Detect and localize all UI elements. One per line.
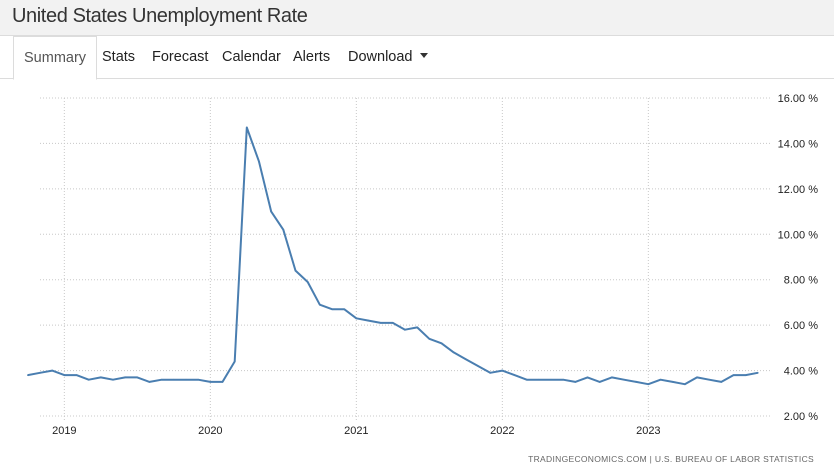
data-point	[306, 281, 309, 283]
data-point	[75, 374, 78, 376]
data-point	[63, 374, 66, 376]
data-point	[185, 378, 187, 381]
y-tick-label: 2.00 %	[784, 411, 818, 423]
tab-download[interactable]: Download	[348, 36, 428, 79]
data-point	[489, 372, 491, 374]
source-attribution: TRADINGECONOMICS.COM | U.S. BUREAU OF LA…	[528, 454, 814, 464]
caret-down-icon	[419, 53, 428, 58]
y-tick-label: 8.00 %	[784, 275, 818, 287]
data-point	[525, 378, 528, 381]
series-line	[27, 126, 758, 386]
tab-alerts[interactable]: Alerts	[293, 36, 330, 79]
data-point	[684, 383, 686, 386]
data-point	[27, 374, 29, 376]
data-point	[538, 378, 540, 381]
tab-summary[interactable]: Summary	[13, 36, 98, 80]
data-point	[319, 303, 321, 306]
data-point	[428, 337, 431, 340]
data-point	[416, 326, 418, 329]
data-point	[550, 378, 552, 381]
y-tick-label: 16.00 %	[778, 93, 819, 105]
tab-summary-label: Summary	[24, 50, 87, 66]
data-point	[477, 365, 479, 367]
data-point	[367, 319, 370, 322]
page-header: United States Unemployment Rate	[0, 0, 834, 36]
data-point	[343, 308, 345, 311]
data-point	[562, 378, 564, 381]
tab-download-label: Download	[348, 49, 413, 65]
data-point	[501, 369, 504, 372]
data-point	[39, 372, 41, 374]
data-point	[246, 126, 248, 129]
data-point	[87, 378, 90, 381]
data-point	[574, 381, 577, 383]
data-point	[379, 322, 382, 324]
data-point	[659, 378, 662, 381]
data-point	[465, 358, 467, 361]
data-point	[294, 269, 297, 272]
x-tick-label: 2022	[490, 425, 514, 437]
data-point	[51, 369, 53, 372]
data-point	[100, 376, 102, 379]
data-point	[598, 381, 601, 383]
data-point	[708, 378, 710, 381]
data-point	[136, 376, 139, 379]
data-point	[611, 376, 613, 379]
data-point	[282, 228, 285, 231]
y-tick-label: 4.00 %	[784, 366, 818, 378]
data-point	[744, 374, 747, 376]
data-point	[148, 381, 151, 383]
x-tick-label: 2023	[636, 425, 660, 437]
data-point	[513, 374, 516, 376]
y-tick-label: 6.00 %	[784, 320, 818, 332]
data-point	[696, 376, 698, 379]
data-point	[197, 378, 199, 381]
data-point	[209, 381, 212, 383]
data-point	[452, 351, 455, 354]
tab-alerts-label: Alerts	[293, 49, 331, 65]
tab-bar: Summary Stats Forecast Calendar Alerts D…	[0, 36, 834, 80]
data-point	[124, 376, 126, 379]
x-tick-label: 2020	[198, 425, 222, 437]
data-point	[355, 317, 358, 320]
data-point	[440, 342, 443, 345]
x-tick-label: 2021	[344, 425, 368, 437]
data-point	[331, 308, 333, 311]
data-point	[173, 378, 175, 381]
tab-stats[interactable]: Stats	[102, 36, 135, 79]
data-point	[221, 381, 224, 383]
data-point	[233, 360, 236, 363]
data-point	[392, 322, 394, 324]
data-point	[635, 381, 637, 383]
data-point	[671, 381, 674, 383]
data-point	[757, 372, 759, 374]
data-point	[586, 376, 589, 379]
chart-area: 2.00 % 4.00 % 6.00 % 8.00 % 10.00 % 12.00 % 14…	[0, 80, 834, 473]
tab-forecast-label: Forecast	[152, 49, 209, 65]
data-point	[623, 378, 625, 381]
y-tick-label: 14.00 %	[778, 138, 819, 150]
data-point	[720, 381, 723, 383]
tab-forecast[interactable]: Forecast	[152, 36, 208, 79]
tab-calendar-label: Calendar	[222, 49, 281, 65]
data-point	[647, 383, 650, 386]
data-point	[112, 378, 114, 381]
x-tick-label: 2019	[52, 425, 76, 437]
y-tick-label: 10.00 %	[778, 229, 819, 241]
tab-stats-label: Stats	[102, 49, 136, 65]
data-point	[160, 378, 163, 381]
data-point	[732, 374, 735, 376]
data-point	[404, 328, 406, 331]
page-title: United States Unemployment Rate	[12, 5, 308, 27]
tab-calendar[interactable]: Calendar	[222, 36, 281, 79]
y-tick-label: 12.00 %	[778, 184, 819, 196]
data-point	[270, 210, 272, 213]
data-point	[258, 160, 260, 163]
line-chart[interactable]: 2.00 % 4.00 % 6.00 % 8.00 % 10.00 % 12.00 % 14…	[0, 80, 834, 473]
